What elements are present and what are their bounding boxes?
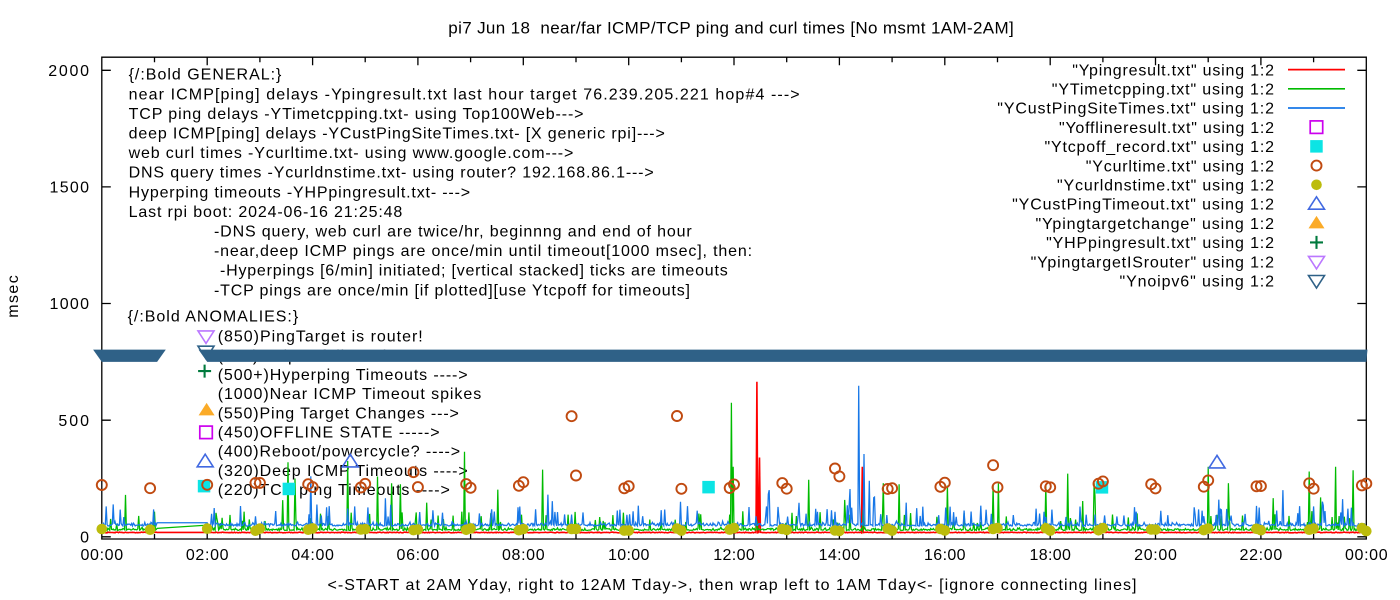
svg-text:(400)Reboot/powercycle? ---->: (400)Reboot/powercycle? ---->: [218, 444, 460, 461]
svg-text:14:00: 14:00: [819, 547, 861, 564]
svg-text:"Ycurldnstime.txt" using 1:2: "Ycurldnstime.txt" using 1:2: [1057, 178, 1274, 195]
svg-text:12:00: 12:00: [713, 547, 755, 564]
svg-text:near ICMP[ping] delays -Ypingr: near ICMP[ping] delays -Ypingresult.txt …: [129, 86, 800, 103]
svg-text:(320)Deep ICMP Timeouts ---->: (320)Deep ICMP Timeouts ---->: [218, 463, 468, 480]
svg-text:"Ynoipv6" using 1:2: "Ynoipv6" using 1:2: [1120, 274, 1275, 291]
svg-text:{/:Bold GENERAL:}: {/:Bold GENERAL:}: [129, 67, 282, 84]
svg-text:1000: 1000: [50, 296, 90, 313]
svg-text:00:00: 00:00: [80, 547, 123, 564]
svg-text:"YCustPingTimeout.txt" using 1: "YCustPingTimeout.txt" using 1:2: [1012, 197, 1274, 214]
svg-text:Last rpi boot: 2024-06-16 21:2: Last rpi boot: 2024-06-16 21:25:48: [129, 204, 403, 221]
svg-text:06:00: 06:00: [397, 547, 440, 564]
svg-text:"Yofflineresult.txt" using 1:2: "Yofflineresult.txt" using 1:2: [1059, 120, 1274, 137]
svg-text:<-START at 2AM Yday, right to: <-START at 2AM Yday, right to 12AM Tday-…: [328, 577, 1137, 594]
svg-text:08:00: 08:00: [502, 547, 545, 564]
svg-text:22:00: 22:00: [1240, 547, 1283, 564]
svg-text:(500+)Hyperping Timeouts ---->: (500+)Hyperping Timeouts ---->: [218, 367, 468, 384]
svg-text:10:00: 10:00: [608, 547, 650, 564]
svg-text:pi7 Jun 18 near/far ICMP/TCP: pi7 Jun 18 near/far ICMP/TCP ping and cu…: [448, 18, 1014, 37]
svg-text:(1000)Near ICMP Timeout spikes: (1000)Near ICMP Timeout spikes: [218, 386, 482, 403]
svg-text:-Hyperpings [6/min] initiated;: -Hyperpings [6/min] initiated; [vertical…: [220, 263, 728, 280]
svg-text:"Ytcpoff_record.txt" using 1:2: "Ytcpoff_record.txt" using 1:2: [1045, 139, 1275, 156]
svg-text:{/:Bold ANOMALIES:}: {/:Bold ANOMALIES:}: [128, 309, 299, 326]
svg-text:16:00: 16:00: [924, 547, 966, 564]
svg-text:"Ypingresult.txt" using 1:2: "Ypingresult.txt" using 1:2: [1072, 62, 1274, 79]
svg-text:-near,deep ICMP pings are once: -near,deep ICMP pings are once/min until…: [214, 243, 752, 260]
svg-text:"Ypingtargetchange" using 1:2: "Ypingtargetchange" using 1:2: [1036, 216, 1275, 233]
svg-text:-TCP pings are once/min [if pl: -TCP pings are once/min [if plotted][use…: [214, 282, 690, 299]
svg-text:"YCustPingSiteTimes.txt" using: "YCustPingSiteTimes.txt" using 1:2: [997, 101, 1274, 118]
svg-text:-DNS query, web curl are twice: -DNS query, web curl are twice/hr, begin…: [214, 224, 692, 241]
svg-text:2000: 2000: [48, 63, 89, 80]
svg-text:02:00: 02:00: [186, 547, 229, 564]
svg-text:TCP ping delays -YTimetcpping.: TCP ping delays -YTimetcpping.txt- using…: [129, 106, 584, 123]
svg-text:0: 0: [80, 530, 89, 547]
svg-text:(450)OFFLINE STATE ----->: (450)OFFLINE STATE ----->: [218, 425, 440, 442]
svg-text:"YpingtargetISrouter" using 1:: "YpingtargetISrouter" using 1:2: [1031, 254, 1274, 271]
svg-text:04:00: 04:00: [291, 547, 334, 564]
svg-text:Hyperping timeouts -YHPpingres: Hyperping timeouts -YHPpingresult.txt- -…: [129, 184, 471, 201]
svg-text:(850)PingTarget is router!: (850)PingTarget is router!: [218, 329, 423, 346]
svg-text:20:00: 20:00: [1134, 547, 1177, 564]
svg-text:1500: 1500: [50, 180, 90, 197]
svg-text:web curl times -Ycurltime.txt-: web curl times -Ycurltime.txt- using www…: [128, 145, 574, 162]
svg-text:DNS query times -Ycurldnstime.: DNS query times -Ycurldnstime.txt- using…: [129, 165, 654, 182]
svg-text:500: 500: [58, 413, 89, 430]
svg-text:(550)Ping Target Changes --->: (550)Ping Target Changes --->: [218, 405, 459, 422]
svg-text:"YTimetcpping.txt" using 1:2: "YTimetcpping.txt" using 1:2: [1052, 82, 1274, 99]
svg-text:00:00: 00:00: [1345, 547, 1388, 564]
svg-text:"YHPpingresult.txt" using 1:2: "YHPpingresult.txt" using 1:2: [1046, 235, 1274, 252]
svg-text:"Ycurltime.txt" using 1:2: "Ycurltime.txt" using 1:2: [1086, 158, 1274, 175]
svg-text:msec: msec: [5, 275, 22, 318]
svg-text:deep ICMP[ping] delays -YCustP: deep ICMP[ping] delays -YCustPingSiteTim…: [129, 126, 665, 143]
svg-text:18:00: 18:00: [1029, 547, 1071, 564]
